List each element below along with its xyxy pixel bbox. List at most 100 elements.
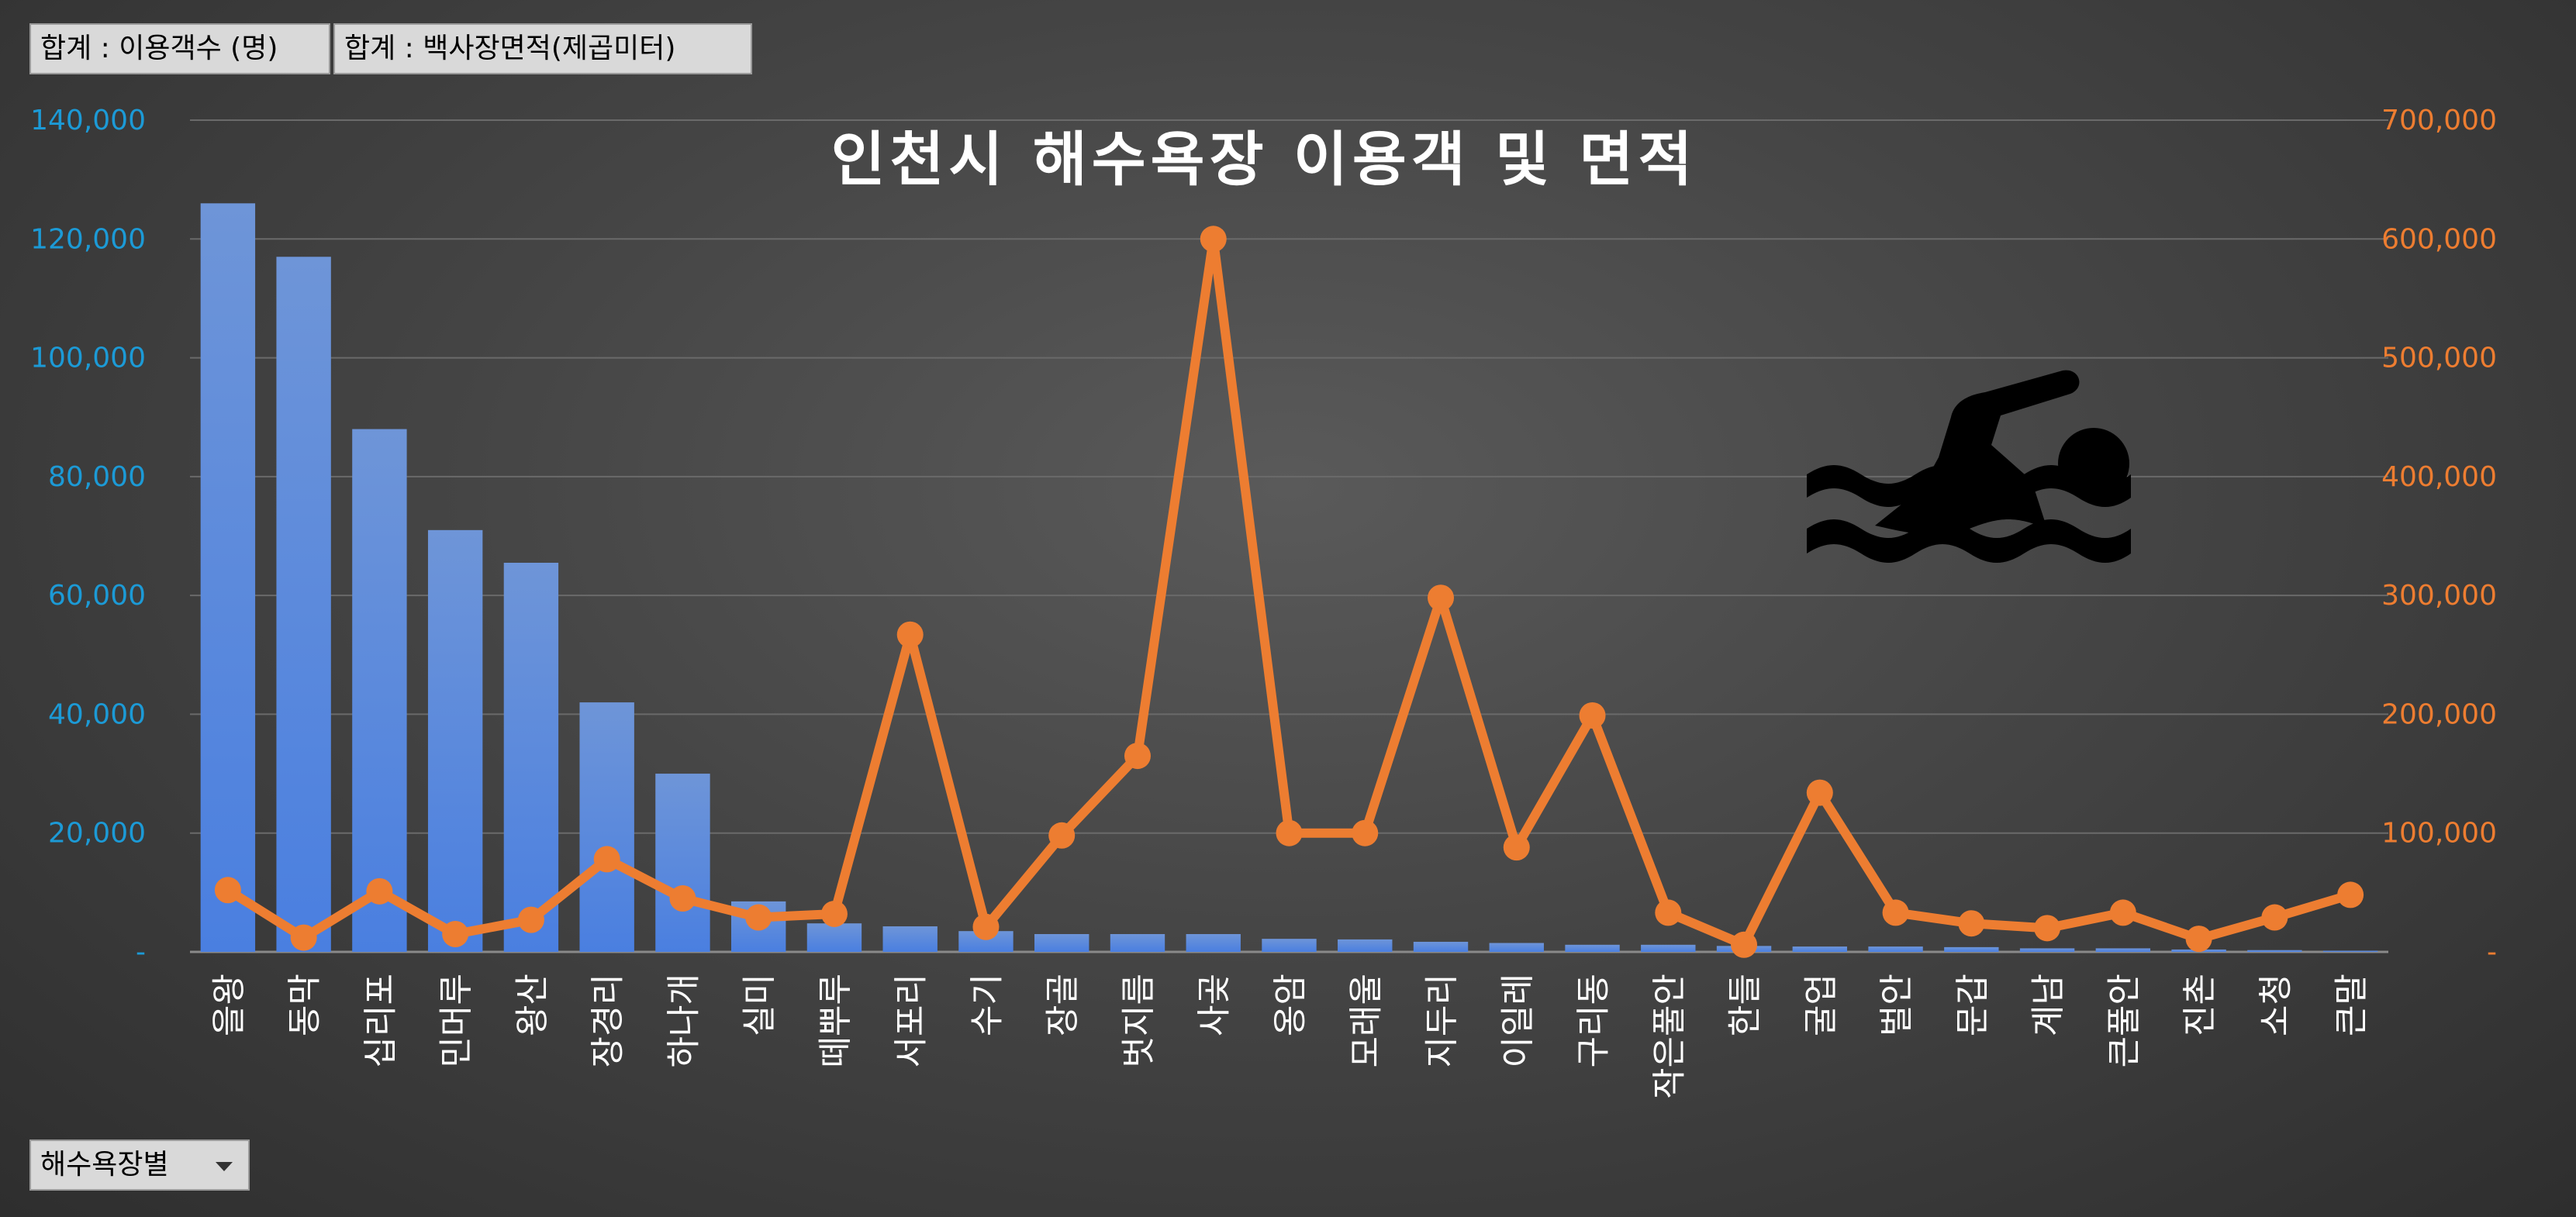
right-tick-label: 300,000 bbox=[2381, 580, 2497, 612]
category-label: 사곶 bbox=[1195, 974, 1234, 1036]
line-point bbox=[2109, 899, 2136, 926]
bar bbox=[882, 926, 938, 952]
line-point bbox=[1731, 931, 1758, 958]
left-tick-label: 140,000 bbox=[30, 105, 146, 136]
left-axis: - 20,000 40,000 60,000 80,000 100,000 120,000 1… bbox=[30, 105, 146, 968]
category-label: 큰말 bbox=[2332, 974, 2371, 1036]
line-point bbox=[1503, 834, 1530, 861]
bar bbox=[806, 923, 862, 952]
bar bbox=[579, 702, 634, 952]
bar bbox=[1565, 944, 1620, 952]
bar bbox=[1641, 944, 1696, 952]
filter-dropdown-beach[interactable]: 해수욕장별 bbox=[29, 1139, 250, 1191]
category-label: 큰풀안 bbox=[2105, 974, 2144, 1067]
category-label: 이일레 bbox=[1498, 974, 1538, 1067]
swimmer-icon bbox=[1807, 370, 2131, 563]
category-label: 떼뿌루 bbox=[816, 974, 855, 1067]
bar bbox=[655, 774, 710, 952]
bar bbox=[1944, 946, 1999, 952]
left-tick-label: 100,000 bbox=[30, 343, 146, 374]
right-axis: - 100,000 200,000 300,000 400,000 500,000 600,… bbox=[2381, 105, 2497, 968]
category-label: 구리동 bbox=[1574, 974, 1614, 1067]
line-point bbox=[972, 913, 1000, 940]
bar bbox=[1868, 946, 1923, 952]
category-axis: 을왕 동막 십리포 민머루 왕산 장경리 하나개 실미 떼뿌루 서포리 수기 장골 벗지름 사곶 옹암 모래울… bbox=[209, 974, 2371, 1099]
bar bbox=[2095, 948, 2151, 952]
bar bbox=[1110, 934, 1165, 952]
line-point bbox=[593, 846, 620, 873]
line-point bbox=[669, 885, 696, 912]
left-tick-label: 120,000 bbox=[30, 223, 146, 255]
field-button-visitors[interactable]: 합계 : 이용객수 (명) bbox=[29, 23, 330, 74]
line-point bbox=[1048, 822, 1076, 849]
line-point bbox=[745, 904, 772, 931]
line-point bbox=[1655, 899, 1682, 926]
line-point bbox=[1806, 779, 1833, 806]
visitors-bars bbox=[200, 203, 2378, 952]
right-tick-label: 700,000 bbox=[2381, 105, 2497, 136]
bar bbox=[1413, 941, 1469, 952]
bar bbox=[503, 562, 559, 952]
line-point bbox=[1352, 819, 1379, 846]
line-point bbox=[1882, 899, 1909, 926]
area-line bbox=[214, 226, 2364, 958]
category-label: 서포리 bbox=[892, 974, 931, 1067]
category-label: 모래울 bbox=[1346, 974, 1386, 1067]
left-tick-label: 20,000 bbox=[48, 818, 146, 850]
bar bbox=[1262, 939, 1317, 952]
line-point bbox=[896, 621, 924, 648]
category-label: 진촌 bbox=[2181, 974, 2220, 1036]
dropdown-arrow-icon bbox=[216, 1162, 233, 1171]
right-tick-label: 100,000 bbox=[2381, 818, 2497, 850]
line-point bbox=[1958, 910, 1985, 937]
category-label: 왕산 bbox=[513, 974, 552, 1036]
right-tick-label: - bbox=[2487, 936, 2497, 968]
field-button-beach-area[interactable]: 합계 : 백사장면적(제곱미터) bbox=[333, 23, 752, 74]
category-label: 십리포 bbox=[361, 974, 400, 1067]
line-point bbox=[2034, 915, 2061, 942]
category-label: 수기 bbox=[967, 974, 1007, 1036]
category-label: 지두리 bbox=[1422, 974, 1462, 1067]
category-label: 계남 bbox=[2029, 974, 2068, 1036]
bar bbox=[352, 429, 407, 952]
right-tick-label: 400,000 bbox=[2381, 461, 2497, 493]
category-label: 한들 bbox=[1725, 974, 1765, 1036]
bar bbox=[2247, 950, 2302, 952]
category-label: 벌안 bbox=[1877, 974, 1917, 1036]
line-point bbox=[517, 906, 544, 933]
left-tick-label: 80,000 bbox=[48, 461, 146, 493]
category-label: 장경리 bbox=[589, 974, 628, 1067]
bar bbox=[1792, 946, 1848, 952]
line-point bbox=[1124, 743, 1151, 770]
line-point bbox=[1579, 702, 1606, 729]
category-label: 동막 bbox=[285, 974, 325, 1036]
category-label: 민머루 bbox=[437, 974, 476, 1067]
category-label: 옹암 bbox=[1271, 974, 1310, 1036]
left-tick-label: - bbox=[136, 936, 146, 968]
right-tick-label: 500,000 bbox=[2381, 343, 2497, 374]
bar bbox=[1338, 939, 1393, 952]
category-label: 문갑 bbox=[1953, 974, 1992, 1036]
line-point bbox=[2261, 904, 2288, 931]
line-point bbox=[1200, 226, 1227, 253]
line-point bbox=[2337, 881, 2364, 908]
bar bbox=[1489, 943, 1544, 952]
line-point bbox=[1428, 584, 1455, 612]
category-label: 벗지름 bbox=[1119, 974, 1159, 1067]
filter-label: 해수욕장별 bbox=[40, 1149, 169, 1181]
category-label: 실미 bbox=[740, 974, 779, 1036]
bar bbox=[427, 529, 483, 952]
bar bbox=[276, 257, 331, 952]
category-label: 작은풀안 bbox=[1649, 974, 1689, 1099]
category-label: 하나개 bbox=[664, 974, 703, 1067]
bar bbox=[1186, 934, 1241, 952]
line-point bbox=[2185, 926, 2212, 953]
bar bbox=[2322, 950, 2378, 952]
right-tick-label: 600,000 bbox=[2381, 223, 2497, 255]
bar bbox=[200, 203, 256, 952]
line-point bbox=[290, 924, 317, 951]
category-label: 을왕 bbox=[209, 974, 249, 1036]
category-label: 소청 bbox=[2256, 974, 2295, 1036]
bar bbox=[2019, 948, 2075, 952]
